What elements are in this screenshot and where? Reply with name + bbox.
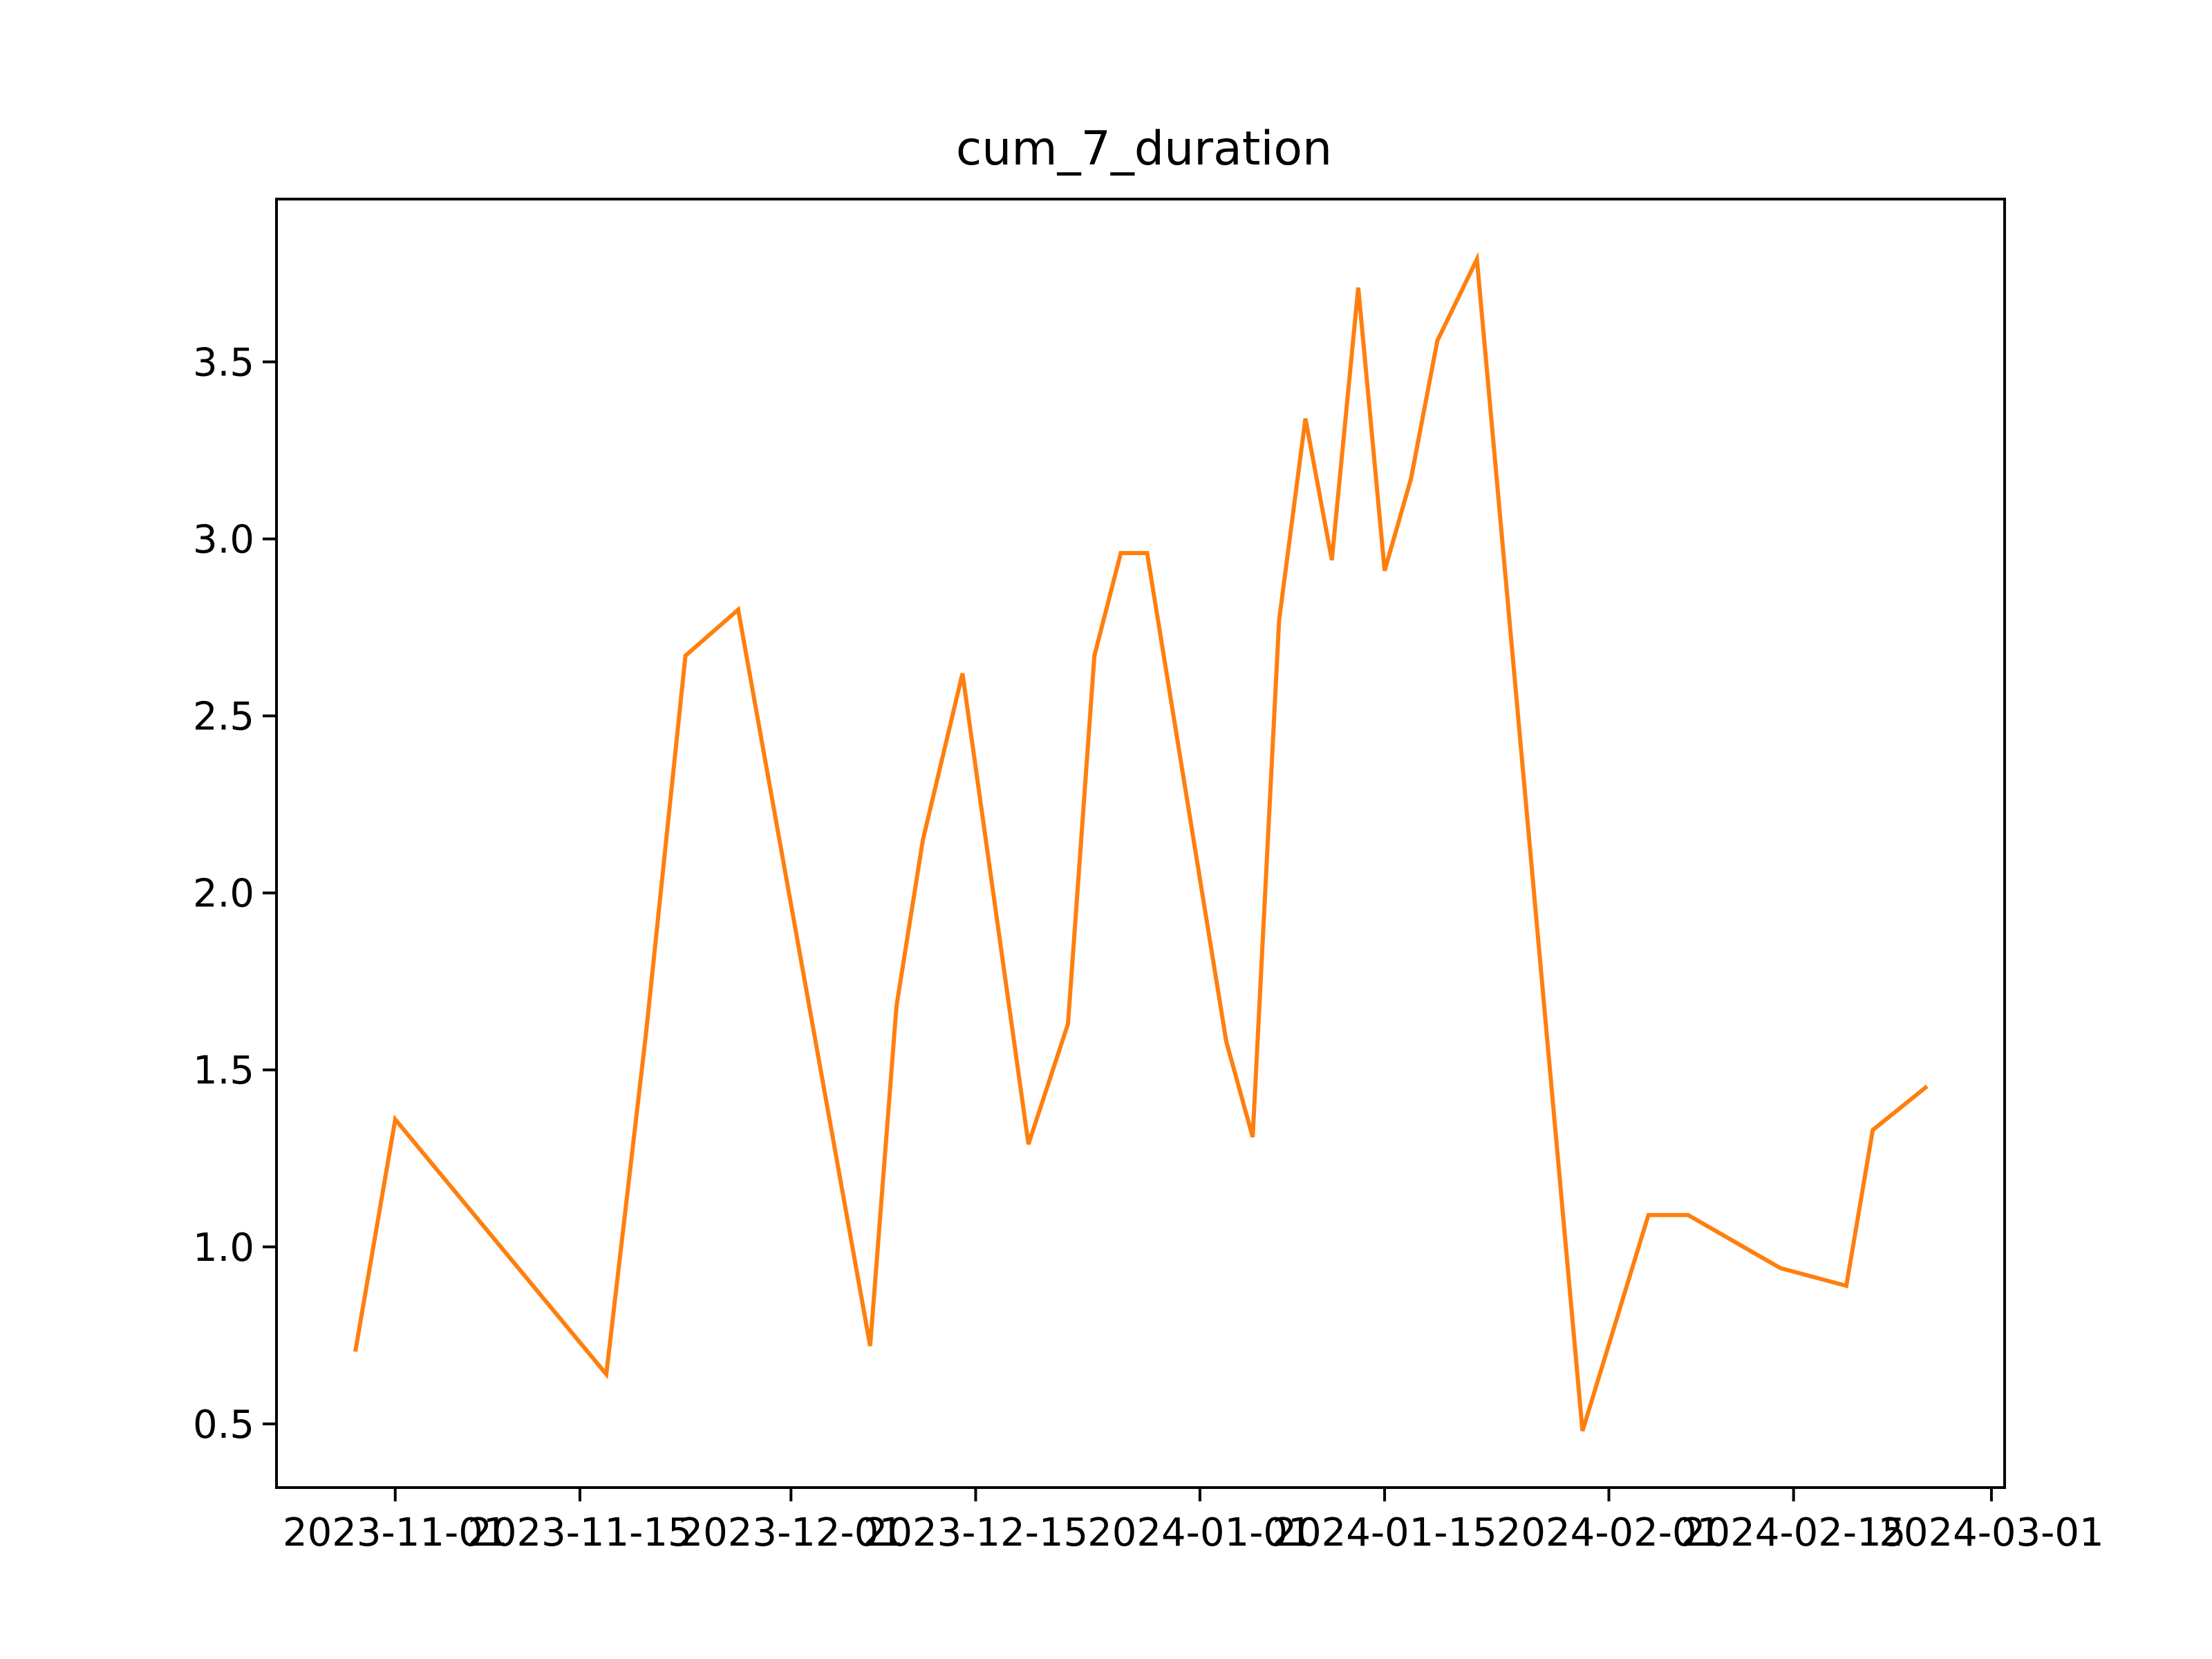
data-point [1437, 340, 1438, 341]
y-tick-label: 2.5 [193, 695, 254, 740]
data-point [355, 1349, 356, 1350]
x-tick-label: 2024-02-01 [1497, 1510, 1721, 1555]
plot-area [353, 252, 1929, 1432]
y-tick-label: 1.5 [193, 1049, 254, 1094]
x-tick-label: 2023-11-01 [283, 1510, 507, 1555]
data-point [1582, 1431, 1583, 1432]
x-tick-label: 2024-01-15 [1272, 1510, 1497, 1555]
x-axis: 2023-11-012023-11-152023-12-012023-12-15… [283, 1488, 2104, 1555]
series-line [353, 252, 1929, 1432]
data-point [1094, 655, 1095, 656]
y-axis: 0.5 1.0 1.5 2.0 2.5 3.0 3.5 [193, 341, 276, 1447]
data-point [1028, 1144, 1029, 1145]
x-tick-label: 2024-01-01 [1087, 1510, 1312, 1555]
data-point [1279, 620, 1280, 621]
x-tick-label: 2023-12-01 [679, 1510, 903, 1555]
x-tick-label: 2024-03-01 [1879, 1510, 2103, 1555]
chart-title: cum_7_duration [956, 122, 1332, 176]
data-point [962, 673, 963, 674]
y-tick-label: 3.0 [193, 518, 254, 563]
x-tick-label: 2023-12-15 [863, 1510, 1088, 1555]
data-point [685, 655, 686, 656]
data-point [1226, 1041, 1227, 1042]
y-tick-label: 0.5 [193, 1403, 254, 1447]
y-tick-label: 2.0 [193, 872, 254, 917]
axes-frame [275, 198, 2006, 1489]
y-tick-label: 1.0 [193, 1226, 254, 1271]
data-point [606, 1374, 607, 1375]
data-point [1331, 560, 1332, 561]
x-tick-label: 2023-11-15 [467, 1510, 692, 1555]
data-point [1925, 1087, 1926, 1088]
y-tick-label: 3.5 [193, 341, 254, 386]
data-point [1411, 478, 1412, 479]
series [353, 252, 1929, 1432]
data-point [1305, 418, 1306, 419]
x-tick-label: 2024-02-15 [1681, 1510, 1906, 1555]
data-point [923, 839, 924, 840]
